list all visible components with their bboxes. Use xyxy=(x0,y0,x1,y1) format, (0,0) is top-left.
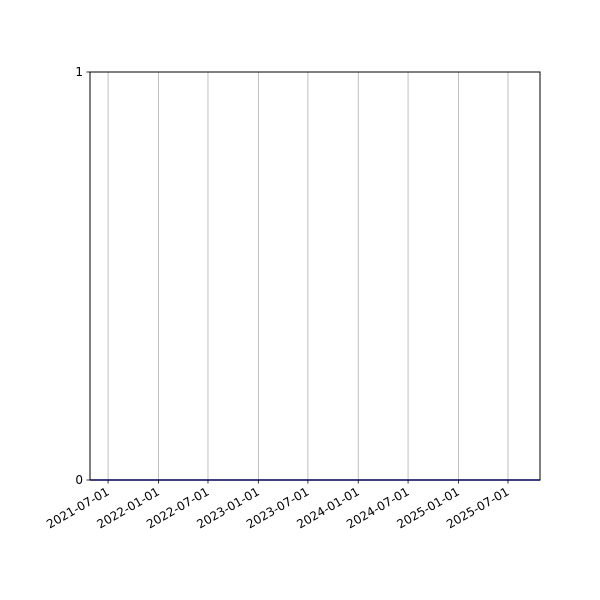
gridlines xyxy=(107,72,509,480)
y-tick-label: 0 xyxy=(75,473,83,487)
y-tick-label: 1 xyxy=(75,65,83,79)
y-axis: 01 xyxy=(75,65,90,487)
plot-background xyxy=(90,72,540,480)
plot-frame xyxy=(89,71,541,481)
x-axis: 2021-07-012022-01-012022-07-012023-01-01… xyxy=(44,480,511,531)
